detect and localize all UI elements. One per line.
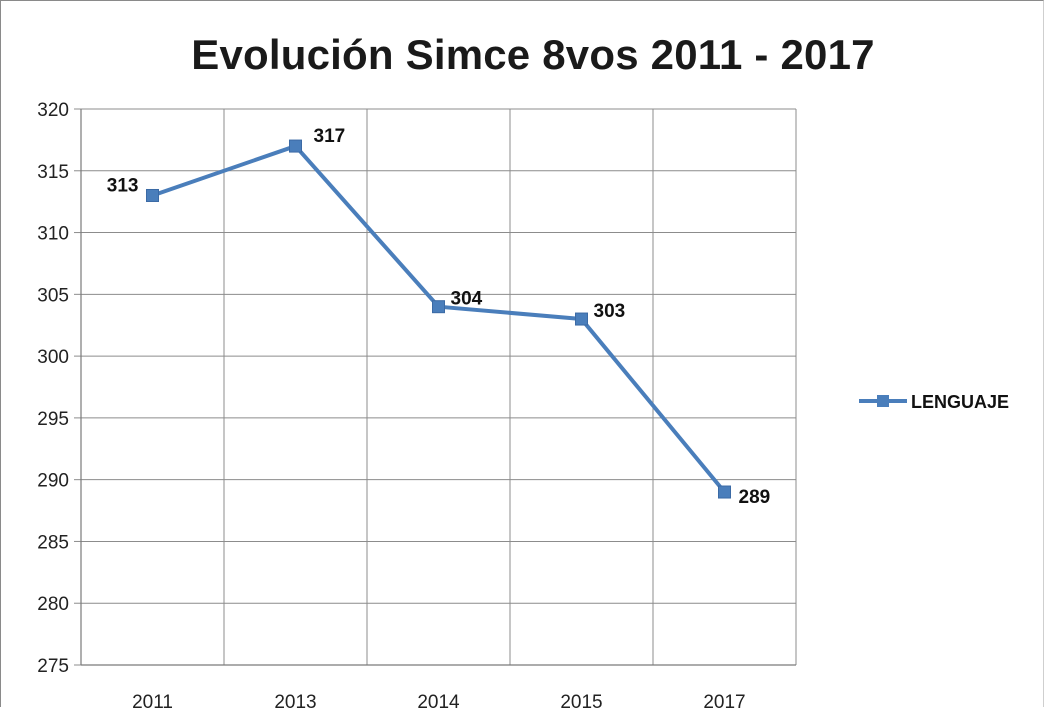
x-tick-label-2013: 2013: [274, 692, 316, 708]
marker-2011: [146, 188, 159, 202]
series-line-lenguaje: [151, 144, 727, 494]
x-tick-label-2011: 2011: [132, 692, 173, 708]
chart-title: Evolución Simce 8vos 2011 - 2017: [191, 31, 875, 78]
axes: 275 280 285 290 295 300 305 310 315 320 2011 2013 20…: [37, 100, 796, 708]
y-tick-label-310: 310: [37, 224, 69, 245]
y-tick-label-275: 275: [37, 656, 69, 677]
marker-2013: [289, 139, 302, 153]
marker-2014: [432, 300, 445, 314]
data-label-2015: 303: [594, 301, 626, 322]
y-tick-label-320: 320: [37, 100, 69, 121]
y-tick-label-285: 285: [37, 532, 69, 553]
legend: LENGUAJE: [859, 392, 1009, 412]
y-tick-label-280: 280: [37, 594, 69, 615]
x-tick-label-2017: 2017: [703, 692, 745, 708]
grid-lines: [81, 108, 797, 666]
y-tick-label-295: 295: [37, 409, 69, 430]
marker-2017: [718, 485, 731, 499]
legend-label: LENGUAJE: [911, 392, 1009, 412]
data-label-2017: 289: [739, 487, 771, 508]
marker-2015: [575, 312, 588, 326]
legend-marker: [877, 395, 889, 407]
y-tick-label-300: 300: [37, 347, 69, 368]
x-tick-label-2015: 2015: [560, 692, 602, 708]
data-labels: 313 317 304 303 289: [107, 126, 770, 508]
data-label-2011: 313: [107, 175, 139, 196]
data-label-2014: 304: [451, 289, 483, 310]
y-tick-label-290: 290: [37, 471, 69, 492]
y-tick-label-305: 305: [37, 285, 69, 306]
data-label-2013: 317: [314, 126, 346, 147]
y-tick-label-315: 315: [37, 162, 69, 183]
x-tick-label-2014: 2014: [417, 692, 460, 708]
series-lenguaje: [146, 139, 731, 499]
